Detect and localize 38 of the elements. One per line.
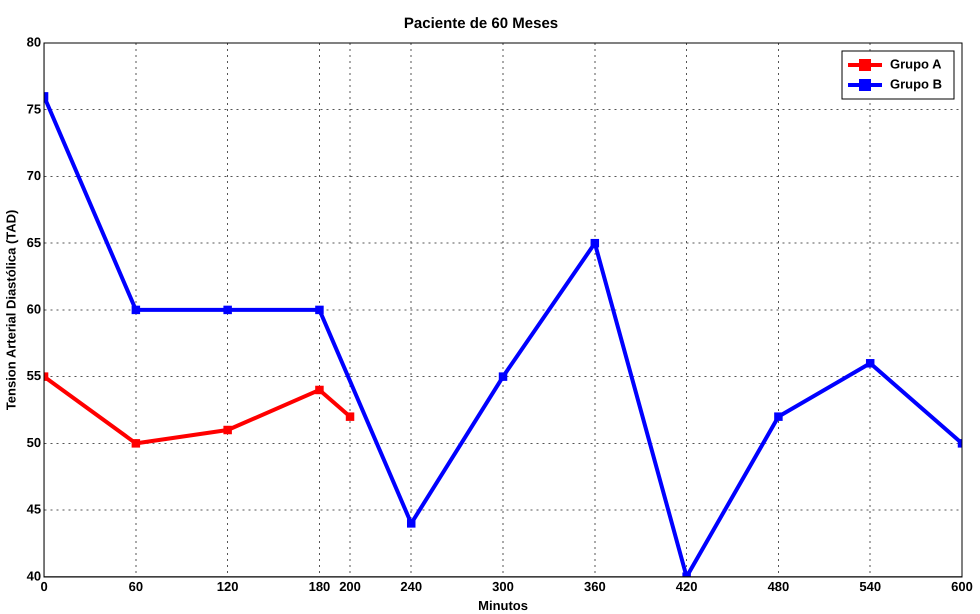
x-tick-label: 0 [40,579,48,594]
y-axis-title: Tension Arterial Diastólica (TAD) [3,210,18,410]
point [590,238,600,248]
y-tick-label: 45 [26,502,42,517]
point [132,439,140,448]
x-tick-label: 360 [584,579,606,594]
legend-label: Grupo B [890,76,942,92]
x-tick-label: 540 [859,579,882,594]
chart-title: Paciente de 60 Meses [404,15,558,32]
point [346,412,354,421]
y-tick-label: 80 [26,34,42,50]
x-tick-label: 600 [951,579,973,594]
y-tick-label: 60 [26,301,42,316]
x-tick-label: 120 [216,579,238,594]
x-tick-label: 200 [339,579,361,594]
point [223,426,232,434]
y-tick-label: 50 [26,434,42,450]
y-tick-label: 40 [26,568,42,584]
point [315,306,324,314]
x-tick-label: 240 [400,579,422,594]
point [132,306,140,314]
y-tick-label: 75 [26,101,42,116]
point [866,359,874,368]
y-tick-label: 55 [26,368,42,384]
x-tick-label: 420 [676,579,698,594]
x-axis-title: Minutos [478,598,528,613]
x-tick-label: 180 [308,579,330,594]
x-tick-label: 480 [768,579,790,594]
x-tick-label: 300 [492,579,514,594]
point [774,412,783,421]
point [223,306,232,314]
y-tick-label: 65 [26,234,42,250]
x-tick-label: 60 [128,579,144,594]
point [315,386,324,394]
point [406,519,416,528]
point [498,372,508,381]
y-tick-label: 70 [26,168,42,184]
legend-label: Grupo A [890,56,942,72]
